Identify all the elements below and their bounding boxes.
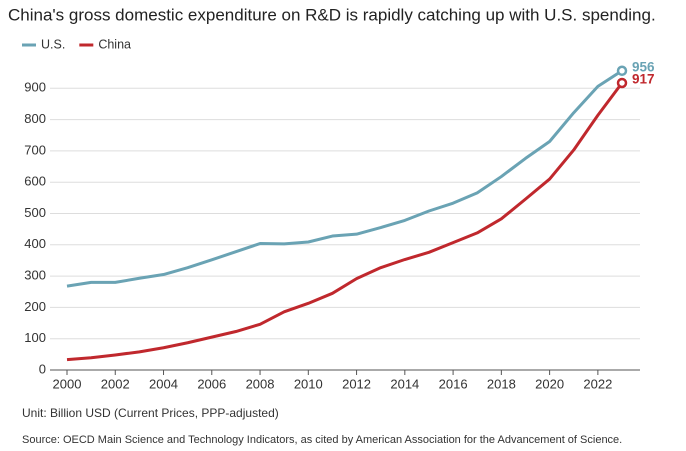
x-tick-label: 2012 [342, 376, 371, 391]
y-tick-label: 700 [24, 142, 46, 157]
y-tick-label: 800 [24, 111, 46, 126]
y-tick-label: 100 [24, 330, 46, 345]
y-tick-label: 500 [24, 205, 46, 220]
x-tick-label: 2008 [246, 376, 275, 391]
x-tick-label: 2016 [439, 376, 468, 391]
end-marker [616, 77, 628, 89]
series-line [66, 69, 623, 288]
x-tick-label: 2014 [390, 376, 419, 391]
x-tick-label: 2022 [583, 376, 612, 391]
y-tick-label: 0 [39, 361, 46, 376]
source-note: Source: OECD Main Science and Technology… [22, 434, 622, 446]
unit-note: Unit: Billion USD (Current Prices, PPP-a… [22, 406, 279, 420]
y-tick-label: 900 [24, 80, 46, 95]
legend-label: U.S. [41, 37, 65, 51]
x-tick-label: 2004 [149, 376, 178, 391]
end-label: 956 [632, 59, 655, 74]
x-tick-label: 2006 [197, 376, 226, 391]
end-marker [616, 65, 628, 77]
y-tick-label: 600 [24, 174, 46, 189]
x-tick-label: 2010 [294, 376, 323, 391]
x-tick-label: 2000 [53, 376, 82, 391]
end-label: 917 [632, 72, 655, 87]
y-tick-label: 300 [24, 268, 46, 283]
chart-title: China's gross domestic expenditure on R&… [8, 5, 656, 24]
x-tick-label: 2020 [535, 376, 564, 391]
x-tick-label: 2018 [487, 376, 516, 391]
y-tick-label: 200 [24, 299, 46, 314]
x-tick-label: 2002 [101, 376, 130, 391]
series-line [66, 82, 624, 362]
y-tick-label: 400 [24, 236, 46, 251]
legend-label: China [98, 37, 131, 51]
